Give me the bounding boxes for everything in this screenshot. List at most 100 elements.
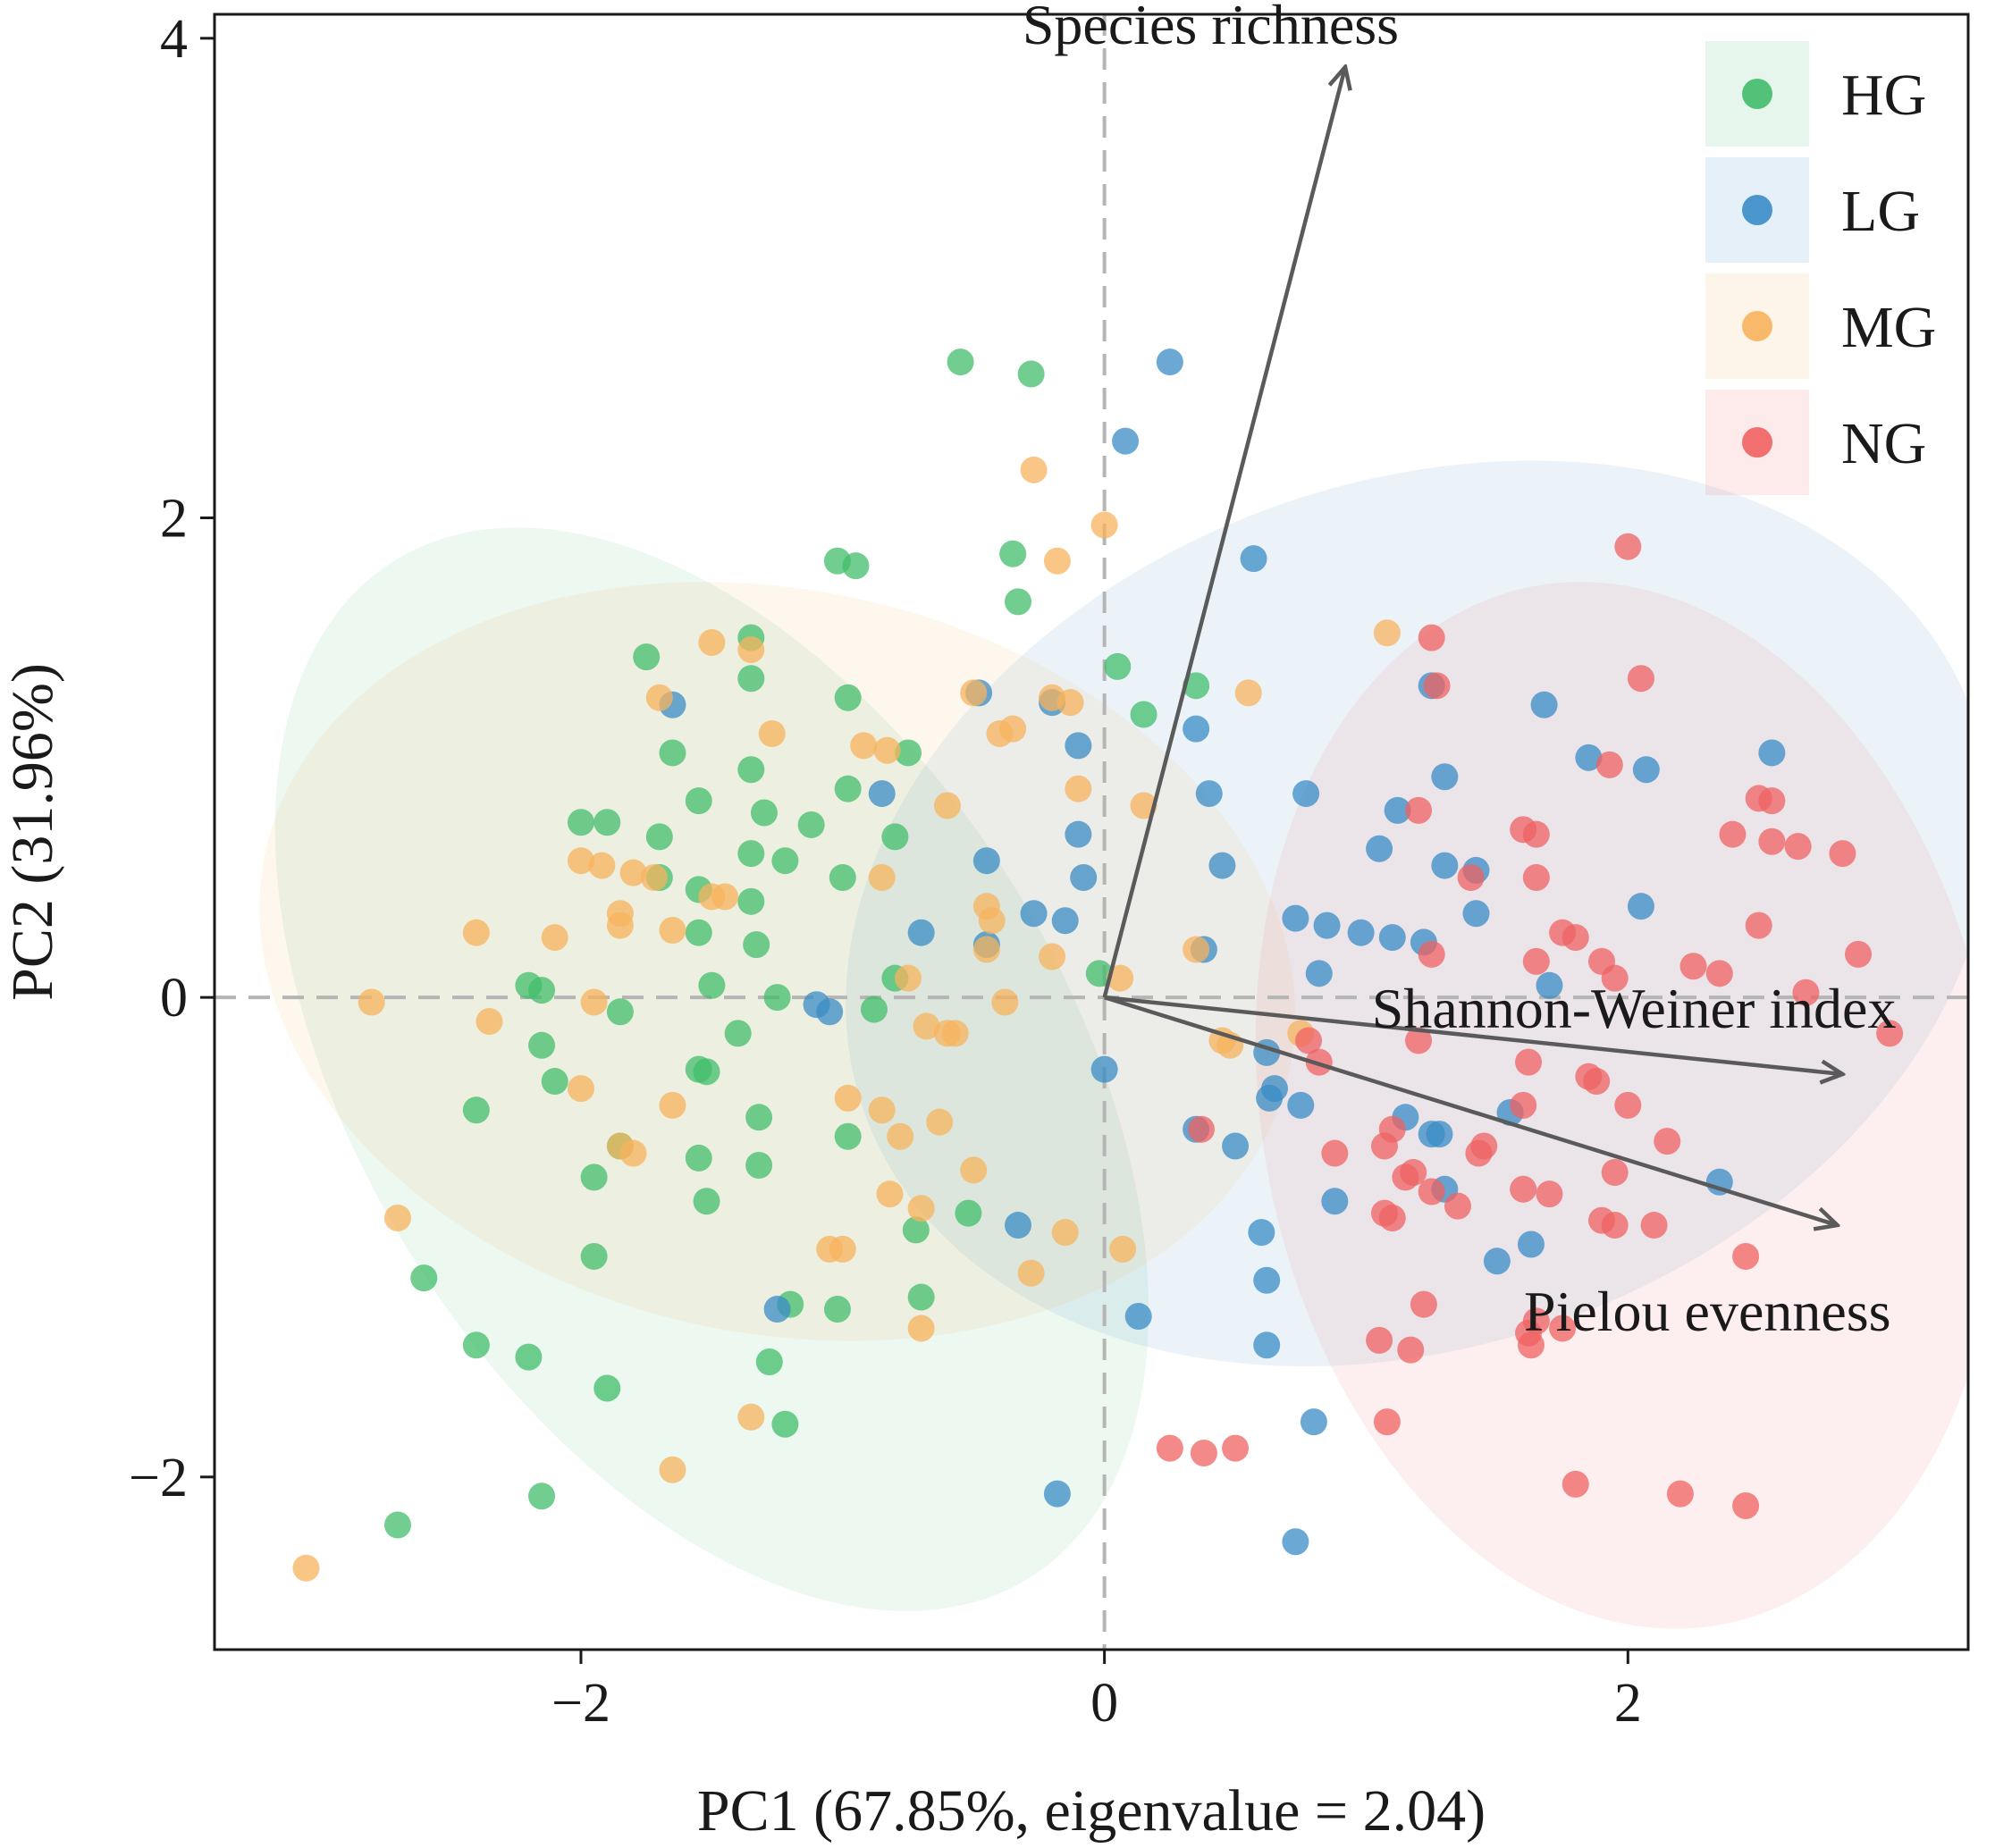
point-ng bbox=[1705, 960, 1733, 987]
point-ng bbox=[1321, 1139, 1349, 1167]
point-lg bbox=[1253, 1331, 1281, 1359]
point-hg bbox=[834, 684, 862, 711]
point-mg bbox=[580, 988, 608, 1016]
point-lg bbox=[1208, 852, 1236, 879]
point-mg bbox=[960, 679, 988, 707]
point-mg bbox=[868, 863, 896, 891]
point-ng bbox=[1418, 1178, 1445, 1205]
point-lg bbox=[972, 847, 1000, 875]
ellipse-lg bbox=[846, 460, 1968, 1366]
point-lg bbox=[1517, 1231, 1545, 1258]
point-hg bbox=[685, 787, 712, 815]
point-lg bbox=[1530, 691, 1558, 718]
arrow-label-shannon-weiner-index: Shannon-Weiner index bbox=[1372, 977, 1897, 1040]
point-lg bbox=[1292, 780, 1320, 808]
point-mg bbox=[541, 924, 568, 952]
point-lg bbox=[1378, 924, 1406, 952]
point-lg bbox=[1183, 715, 1210, 743]
point-ng bbox=[1614, 533, 1642, 560]
point-ng bbox=[1666, 1480, 1694, 1508]
point-ng bbox=[1732, 1242, 1760, 1270]
point-ng bbox=[1423, 672, 1451, 700]
point-ng bbox=[1515, 1048, 1543, 1076]
point-mg bbox=[1043, 547, 1071, 575]
point-hg bbox=[1130, 701, 1157, 728]
point-lg bbox=[1282, 904, 1309, 932]
y-tick-label: 4 bbox=[160, 9, 188, 70]
point-hg bbox=[763, 984, 791, 1012]
point-ng bbox=[1465, 1139, 1493, 1167]
point-hg bbox=[567, 809, 594, 836]
point-ng bbox=[1601, 1159, 1629, 1187]
point-lg bbox=[1124, 1303, 1152, 1331]
point-ng bbox=[1522, 863, 1550, 891]
point-mg bbox=[1051, 1219, 1079, 1247]
point-hg bbox=[1005, 588, 1032, 616]
ellipse-mg bbox=[259, 582, 1295, 1341]
point-hg bbox=[606, 998, 634, 1026]
point-hg bbox=[462, 1331, 490, 1359]
point-hg bbox=[528, 1031, 556, 1059]
point-ng bbox=[1536, 1180, 1563, 1208]
point-hg bbox=[755, 1348, 783, 1376]
point-mg bbox=[659, 1091, 686, 1119]
point-ng bbox=[1295, 1027, 1323, 1054]
point-hg bbox=[528, 1483, 556, 1510]
point-hg bbox=[797, 811, 825, 838]
point-lg bbox=[1300, 1408, 1327, 1436]
point-lg bbox=[1222, 1132, 1250, 1160]
y-axis: −2 0 2 4 bbox=[129, 9, 215, 1508]
point-ng bbox=[1418, 624, 1445, 651]
arrow-label-pielou-evenness: Pielou evenness bbox=[1524, 1280, 1891, 1343]
y-tick-label: −2 bbox=[129, 1448, 188, 1508]
point-hg bbox=[955, 1199, 982, 1227]
point-hg bbox=[659, 739, 686, 767]
y-tick-label: 2 bbox=[160, 488, 188, 549]
point-lg bbox=[1431, 763, 1459, 791]
point-hg bbox=[881, 823, 909, 851]
point-mg bbox=[933, 792, 961, 819]
point-mg bbox=[913, 1012, 940, 1040]
point-ng bbox=[1845, 940, 1873, 968]
point-lg bbox=[1240, 545, 1267, 573]
point-mg bbox=[991, 988, 1019, 1016]
point-lg bbox=[1065, 732, 1092, 760]
point-hg bbox=[907, 1283, 935, 1311]
point-ng bbox=[1719, 820, 1747, 848]
point-hg bbox=[541, 1068, 568, 1096]
point-hg bbox=[823, 1295, 851, 1323]
point-mg bbox=[1017, 1259, 1045, 1287]
point-hg bbox=[593, 809, 621, 836]
point-lg bbox=[1156, 349, 1183, 376]
x-axis-title: PC1 (67.85%, eigenvalue = 2.04) bbox=[697, 1778, 1486, 1844]
point-ng bbox=[1583, 1068, 1611, 1096]
point-mg bbox=[640, 863, 668, 891]
y-axis-title: PC2 (31.96%) bbox=[0, 663, 65, 1001]
point-hg bbox=[829, 863, 856, 891]
point-ng bbox=[1876, 1020, 1904, 1047]
point-ng bbox=[1457, 863, 1485, 891]
point-lg bbox=[1043, 1480, 1071, 1508]
point-mg bbox=[1039, 943, 1066, 970]
point-mg bbox=[567, 847, 594, 875]
x-tick-label: −2 bbox=[551, 1673, 610, 1734]
point-ng bbox=[1732, 1492, 1760, 1520]
point-hg bbox=[693, 1058, 720, 1086]
point-mg bbox=[737, 636, 765, 664]
point-hg bbox=[633, 643, 661, 671]
legend-key-lg bbox=[1742, 195, 1772, 225]
point-ng bbox=[1640, 1212, 1668, 1239]
point-mg bbox=[907, 1195, 935, 1222]
point-hg bbox=[947, 349, 974, 376]
loading-arrows: Species richness Shannon-Weiner index Piel… bbox=[1023, 0, 1897, 1343]
point-hg bbox=[834, 1122, 862, 1150]
point-ng bbox=[1510, 1091, 1537, 1119]
point-mg bbox=[972, 936, 1000, 963]
point-hg bbox=[895, 739, 922, 767]
point-ng bbox=[1601, 1212, 1629, 1239]
point-lg bbox=[816, 998, 844, 1026]
point-mg bbox=[588, 852, 616, 879]
point-ng bbox=[1627, 665, 1654, 693]
point-mg bbox=[876, 1180, 904, 1208]
